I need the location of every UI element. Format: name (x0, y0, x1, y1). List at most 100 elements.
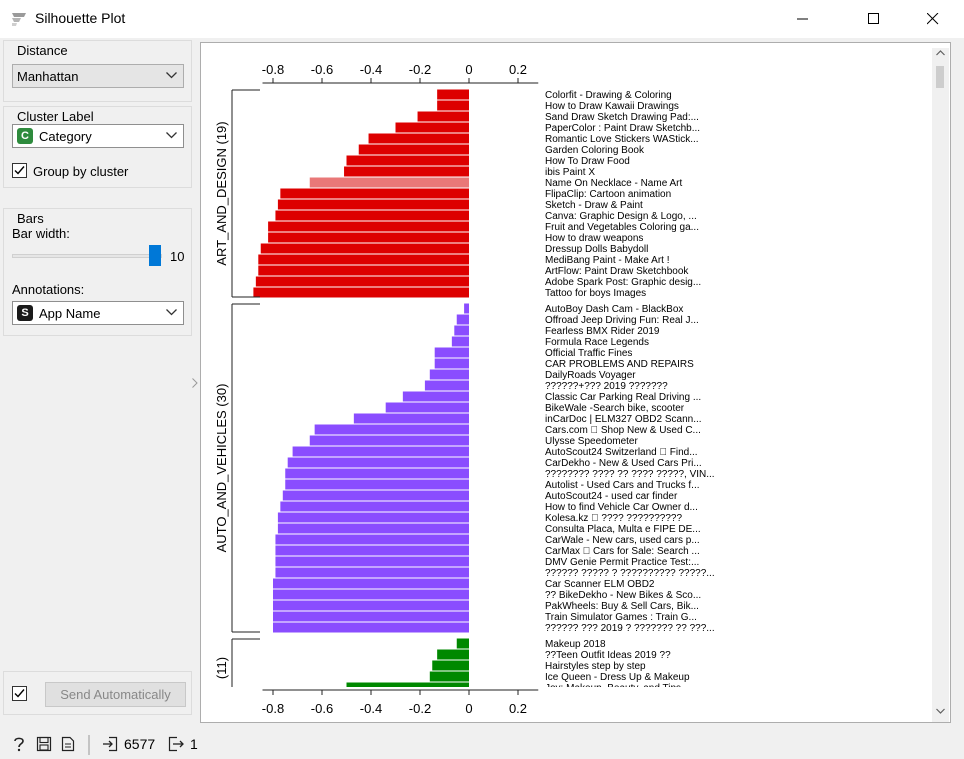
silhouette-bar[interactable] (395, 122, 470, 133)
silhouette-bar[interactable] (260, 243, 469, 254)
output-icon (168, 736, 184, 752)
silhouette-bar[interactable] (456, 638, 469, 649)
distance-combobox[interactable]: Manhattan (12, 64, 184, 88)
bar-annotation: How To Draw Food (545, 156, 630, 167)
silhouette-bar[interactable] (432, 660, 469, 671)
scrollbar-thumb[interactable] (936, 66, 944, 88)
silhouette-bar[interactable] (273, 611, 469, 622)
bar-annotation: Fruit and Vegetables Coloring ga... (545, 222, 699, 233)
silhouette-bar[interactable] (277, 512, 469, 523)
silhouette-bar[interactable] (314, 424, 469, 435)
silhouette-bar[interactable] (454, 325, 469, 336)
scroll-up-icon[interactable] (936, 50, 945, 56)
bar-annotation: Classic Car Parking Real Driving ... (545, 392, 701, 403)
report-icon (61, 736, 75, 752)
silhouette-bar[interactable] (275, 545, 469, 556)
silhouette-bar[interactable] (402, 391, 469, 402)
silhouette-bar[interactable] (358, 144, 469, 155)
silhouette-bar[interactable] (451, 336, 469, 347)
silhouette-bar[interactable] (385, 402, 469, 413)
group-by-cluster-label: Group by cluster (33, 164, 129, 179)
title-bar: Silhouette Plot (0, 0, 964, 38)
minimize-button[interactable] (780, 0, 826, 38)
output-count: 1 (190, 736, 198, 752)
silhouette-bar[interactable] (277, 523, 469, 534)
silhouette-plot-area[interactable]: -0.8 -0.6 -0.4 -0.2 0 0.2 -0.8 -0.6 -0.4 -0.2 0 0.2… (200, 42, 951, 723)
silhouette-bar[interactable] (258, 254, 469, 265)
save-image-button[interactable] (36, 736, 52, 752)
tick-label: -0.8 (262, 701, 284, 716)
bar-annotation: ?????? ??? 2019 ? ??????? ?? ???... (545, 623, 715, 634)
bar-width-label: Bar width: (12, 226, 70, 241)
silhouette-bar[interactable] (368, 133, 469, 144)
silhouette-bar[interactable] (275, 210, 469, 221)
silhouette-bar[interactable] (417, 111, 469, 122)
silhouette-bar[interactable] (309, 435, 469, 446)
silhouette-bar[interactable] (292, 446, 469, 457)
silhouette-bar[interactable] (273, 589, 469, 600)
silhouette-bar[interactable] (268, 232, 469, 243)
bar-width-slider-handle[interactable] (149, 245, 161, 266)
silhouette-bar[interactable] (273, 622, 469, 633)
bar-width-slider-track[interactable] (12, 254, 162, 258)
output-data-indicator: 1 (168, 736, 198, 752)
silhouette-bar[interactable] (253, 287, 469, 298)
tick-label: -0.6 (311, 62, 333, 77)
silhouette-bar[interactable] (424, 380, 469, 391)
send-automatically-checkbox[interactable] (12, 686, 27, 701)
bar-annotation: ArtFlow: Paint Draw Sketchbook (545, 266, 689, 277)
bar-annotation: Name On Necklace - Name Art (545, 178, 682, 189)
silhouette-bar[interactable] (285, 479, 469, 490)
bar-annotation: FlipaClip: Cartoon animation (545, 189, 671, 200)
silhouette-bar[interactable] (437, 89, 469, 100)
silhouette-bar[interactable] (273, 578, 469, 589)
close-button[interactable] (910, 0, 956, 38)
silhouette-bar[interactable] (275, 556, 469, 567)
group-by-cluster-checkbox[interactable] (12, 163, 27, 178)
silhouette-bar[interactable] (346, 682, 470, 693)
bar-annotation: Formula Race Legends (545, 337, 649, 348)
silhouette-bar[interactable] (456, 314, 469, 325)
silhouette-bar[interactable] (353, 413, 469, 424)
plot-vertical-scrollbar[interactable] (932, 48, 949, 722)
silhouette-bar[interactable] (285, 468, 469, 479)
silhouette-bar[interactable] (282, 490, 469, 501)
help-button[interactable] (12, 736, 26, 752)
bar-annotation: BikeWale -Search bike, scooter (545, 403, 685, 414)
silhouette-bar[interactable] (275, 534, 469, 545)
cluster-label-combobox[interactable]: C Category (12, 124, 184, 148)
silhouette-bar[interactable] (280, 501, 469, 512)
silhouette-bar[interactable] (464, 303, 469, 314)
silhouette-bar[interactable] (429, 671, 469, 682)
send-automatically-button[interactable]: Send Automatically (45, 682, 186, 707)
silhouette-bar[interactable] (434, 358, 469, 369)
silhouette-bar[interactable] (287, 457, 469, 468)
silhouette-bar[interactable] (275, 567, 469, 578)
scroll-down-icon[interactable] (936, 708, 945, 714)
silhouette-bar[interactable] (255, 276, 469, 287)
silhouette-bar[interactable] (434, 347, 469, 358)
silhouette-bar[interactable] (344, 166, 469, 177)
annotations-combobox[interactable]: S App Name (12, 301, 184, 325)
bar-annotation: AutoScout24 - used car finder (545, 491, 678, 502)
silhouette-bar[interactable] (273, 600, 469, 611)
silhouette-bar[interactable] (280, 188, 469, 199)
maximize-button[interactable] (851, 0, 897, 38)
silhouette-bar[interactable] (437, 649, 469, 660)
silhouette-bar[interactable] (437, 100, 469, 111)
report-button[interactable] (61, 736, 75, 752)
splitter-arrow-icon[interactable] (192, 378, 198, 388)
cluster-label: (11) (214, 657, 229, 679)
silhouette-bar[interactable] (429, 369, 469, 380)
input-count: 6577 (124, 736, 156, 752)
checkmark-icon (14, 689, 25, 698)
tick-label: -0.8 (262, 62, 284, 77)
silhouette-bar[interactable] (309, 177, 469, 188)
silhouette-bar[interactable] (268, 221, 469, 232)
bar-annotation: Sketch - Draw & Paint (545, 200, 643, 211)
silhouette-bar[interactable] (277, 199, 469, 210)
silhouette-bar[interactable] (258, 265, 469, 276)
bars-group: Bars Bar width: 10 Annotations: S App Na… (3, 208, 192, 336)
silhouette-bar[interactable] (346, 155, 470, 166)
